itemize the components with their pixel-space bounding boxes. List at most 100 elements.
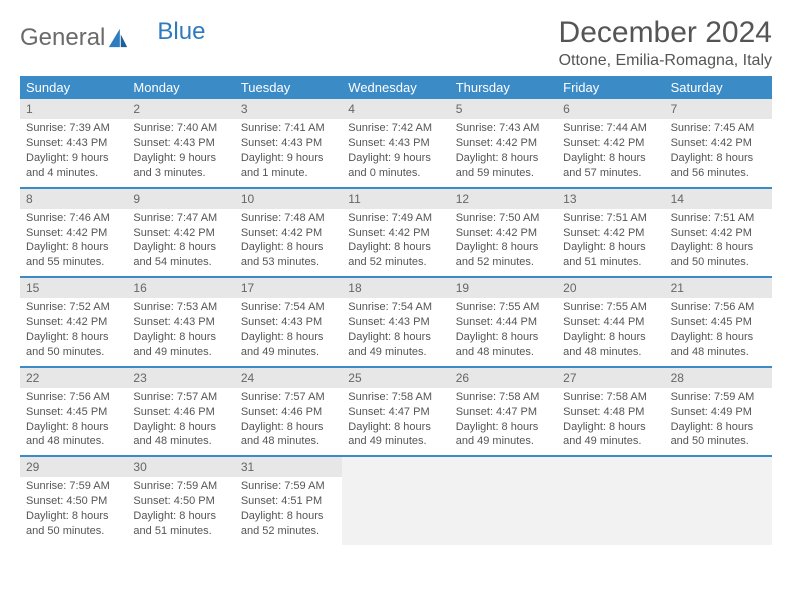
daylight-line-1: Daylight: 9 hours bbox=[241, 151, 336, 166]
daylight-line-2: and 52 minutes. bbox=[241, 524, 336, 539]
calendar-cell: 28Sunrise: 7:59 AMSunset: 4:49 PMDayligh… bbox=[665, 368, 772, 456]
sunrise-line: Sunrise: 7:57 AM bbox=[133, 390, 228, 405]
day-number: 4 bbox=[342, 99, 449, 119]
daylight-line-1: Daylight: 8 hours bbox=[563, 420, 658, 435]
calendar-cell: 27Sunrise: 7:58 AMSunset: 4:48 PMDayligh… bbox=[557, 368, 664, 456]
week-row: 22Sunrise: 7:56 AMSunset: 4:45 PMDayligh… bbox=[20, 368, 772, 458]
day-number: 10 bbox=[235, 189, 342, 209]
sunset-line: Sunset: 4:42 PM bbox=[241, 226, 336, 241]
daylight-line-1: Daylight: 8 hours bbox=[26, 330, 121, 345]
sunrise-line: Sunrise: 7:59 AM bbox=[241, 479, 336, 494]
daylight-line-1: Daylight: 8 hours bbox=[241, 240, 336, 255]
daylight-line-1: Daylight: 9 hours bbox=[133, 151, 228, 166]
day-number: 25 bbox=[342, 368, 449, 388]
sunset-line: Sunset: 4:47 PM bbox=[456, 405, 551, 420]
calendar-cell: 21Sunrise: 7:56 AMSunset: 4:45 PMDayligh… bbox=[665, 278, 772, 366]
sunset-line: Sunset: 4:42 PM bbox=[133, 226, 228, 241]
daylight-line-2: and 48 minutes. bbox=[241, 434, 336, 449]
daylight-line-1: Daylight: 8 hours bbox=[26, 240, 121, 255]
day-number: 26 bbox=[450, 368, 557, 388]
sunset-line: Sunset: 4:45 PM bbox=[26, 405, 121, 420]
daylight-line-1: Daylight: 8 hours bbox=[348, 420, 443, 435]
daylight-line-2: and 59 minutes. bbox=[456, 166, 551, 181]
daylight-line-2: and 3 minutes. bbox=[133, 166, 228, 181]
calendar-cell: 18Sunrise: 7:54 AMSunset: 4:43 PMDayligh… bbox=[342, 278, 449, 366]
daylight-line-2: and 49 minutes. bbox=[348, 345, 443, 360]
week-row: 8Sunrise: 7:46 AMSunset: 4:42 PMDaylight… bbox=[20, 189, 772, 279]
sunset-line: Sunset: 4:42 PM bbox=[456, 136, 551, 151]
day-number: 29 bbox=[20, 457, 127, 477]
brand-part1: General bbox=[20, 24, 105, 52]
calendar-cell: 7Sunrise: 7:45 AMSunset: 4:42 PMDaylight… bbox=[665, 99, 772, 187]
title-block: December 2024 Ottone, Emilia-Romagna, It… bbox=[559, 16, 772, 70]
daylight-line-2: and 48 minutes. bbox=[26, 434, 121, 449]
daylight-line-1: Daylight: 8 hours bbox=[456, 151, 551, 166]
sunrise-line: Sunrise: 7:54 AM bbox=[241, 300, 336, 315]
day-number-empty bbox=[342, 457, 449, 477]
sunset-line: Sunset: 4:42 PM bbox=[456, 226, 551, 241]
day-number: 31 bbox=[235, 457, 342, 477]
sunrise-line: Sunrise: 7:41 AM bbox=[241, 121, 336, 136]
calendar-cell: 20Sunrise: 7:55 AMSunset: 4:44 PMDayligh… bbox=[557, 278, 664, 366]
day-number: 15 bbox=[20, 278, 127, 298]
calendar-cell-empty bbox=[557, 457, 664, 545]
daylight-line-1: Daylight: 8 hours bbox=[456, 420, 551, 435]
calendar-cell: 11Sunrise: 7:49 AMSunset: 4:42 PMDayligh… bbox=[342, 189, 449, 277]
sunrise-line: Sunrise: 7:58 AM bbox=[563, 390, 658, 405]
sunset-line: Sunset: 4:43 PM bbox=[241, 136, 336, 151]
calendar-cell: 3 Sunrise: 7:41 AMSunset: 4:43 PMDaylight… bbox=[235, 99, 342, 187]
sunrise-line: Sunrise: 7:52 AM bbox=[26, 300, 121, 315]
daylight-line-2: and 52 minutes. bbox=[456, 255, 551, 270]
brand-logo: General Blue bbox=[20, 16, 205, 52]
sunset-line: Sunset: 4:42 PM bbox=[563, 226, 658, 241]
day-number: 27 bbox=[557, 368, 664, 388]
calendar-cell: 25Sunrise: 7:58 AMSunset: 4:47 PMDayligh… bbox=[342, 368, 449, 456]
sunset-line: Sunset: 4:51 PM bbox=[241, 494, 336, 509]
daylight-line-1: Daylight: 8 hours bbox=[563, 151, 658, 166]
sunrise-line: Sunrise: 7:47 AM bbox=[133, 211, 228, 226]
sunset-line: Sunset: 4:43 PM bbox=[241, 315, 336, 330]
daylight-line-1: Daylight: 8 hours bbox=[671, 151, 766, 166]
calendar-cell: 4Sunrise: 7:42 AMSunset: 4:43 PMDaylight… bbox=[342, 99, 449, 187]
calendar-cell: 2Sunrise: 7:40 AMSunset: 4:43 PMDaylight… bbox=[127, 99, 234, 187]
calendar: SundayMondayTuesdayWednesdayThursdayFrid… bbox=[20, 76, 772, 545]
daylight-line-1: Daylight: 8 hours bbox=[456, 240, 551, 255]
sunset-line: Sunset: 4:49 PM bbox=[671, 405, 766, 420]
daylight-line-1: Daylight: 8 hours bbox=[563, 240, 658, 255]
sunrise-line: Sunrise: 7:51 AM bbox=[563, 211, 658, 226]
calendar-cell: 1Sunrise: 7:39 AMSunset: 4:43 PMDaylight… bbox=[20, 99, 127, 187]
day-number: 18 bbox=[342, 278, 449, 298]
day-number: 30 bbox=[127, 457, 234, 477]
daylight-line-1: Daylight: 8 hours bbox=[133, 509, 228, 524]
dow-monday: Monday bbox=[127, 76, 234, 99]
daylight-line-1: Daylight: 8 hours bbox=[241, 420, 336, 435]
sunset-line: Sunset: 4:43 PM bbox=[133, 136, 228, 151]
daylight-line-1: Daylight: 8 hours bbox=[241, 509, 336, 524]
daylight-line-1: Daylight: 8 hours bbox=[348, 330, 443, 345]
daylight-line-1: Daylight: 8 hours bbox=[133, 330, 228, 345]
sunrise-line: Sunrise: 7:57 AM bbox=[241, 390, 336, 405]
calendar-cell-empty bbox=[342, 457, 449, 545]
sunset-line: Sunset: 4:43 PM bbox=[133, 315, 228, 330]
daylight-line-2: and 4 minutes. bbox=[26, 166, 121, 181]
daylight-line-1: Daylight: 8 hours bbox=[671, 420, 766, 435]
dow-row: SundayMondayTuesdayWednesdayThursdayFrid… bbox=[20, 76, 772, 99]
day-number: 11 bbox=[342, 189, 449, 209]
sunset-line: Sunset: 4:42 PM bbox=[671, 136, 766, 151]
sunset-line: Sunset: 4:50 PM bbox=[26, 494, 121, 509]
day-number-empty bbox=[665, 457, 772, 477]
daylight-line-2: and 53 minutes. bbox=[241, 255, 336, 270]
day-number: 13 bbox=[557, 189, 664, 209]
calendar-cell: 5Sunrise: 7:43 AMSunset: 4:42 PMDaylight… bbox=[450, 99, 557, 187]
week-row: 1Sunrise: 7:39 AMSunset: 4:43 PMDaylight… bbox=[20, 99, 772, 189]
daylight-line-1: Daylight: 8 hours bbox=[671, 240, 766, 255]
week-row: 29 Sunrise: 7:59 AM Sunset: 4:50 PM Dayligh… bbox=[20, 457, 772, 545]
day-number: 3 bbox=[235, 99, 342, 119]
daylight-line-2: and 50 minutes. bbox=[671, 255, 766, 270]
daylight-line-2: and 0 minutes. bbox=[348, 166, 443, 181]
day-number: 23 bbox=[127, 368, 234, 388]
day-number: 16 bbox=[127, 278, 234, 298]
daylight-line-2: and 48 minutes. bbox=[671, 345, 766, 360]
day-number: 12 bbox=[450, 189, 557, 209]
daylight-line-2: and 57 minutes. bbox=[563, 166, 658, 181]
